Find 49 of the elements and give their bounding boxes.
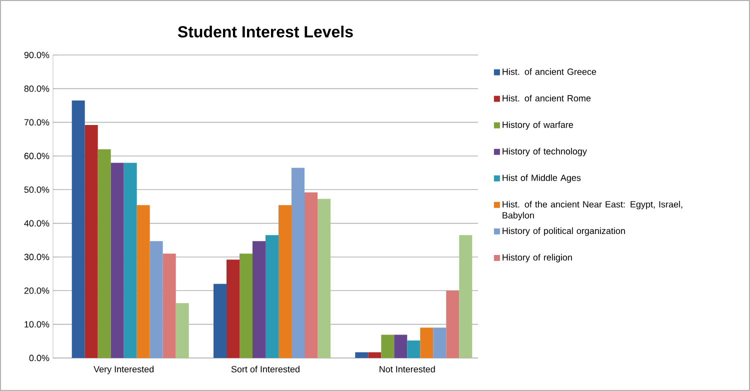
bar xyxy=(98,149,111,358)
bar xyxy=(381,334,394,358)
y-tick-label: 30.0% xyxy=(24,254,50,260)
bar xyxy=(136,205,150,358)
y-tick-label: 50.0% xyxy=(24,186,50,193)
y-tick-label: 40.0% xyxy=(24,220,50,227)
bar xyxy=(304,192,318,358)
y-tick-label: 0.0% xyxy=(29,354,50,362)
bar xyxy=(124,162,137,358)
bar xyxy=(459,235,472,358)
legend-label: Hist. of ancient Rome xyxy=(502,94,591,102)
y-tick-label: 80.0% xyxy=(24,85,50,92)
legend-label: History of warfare xyxy=(502,121,574,130)
bar xyxy=(368,352,382,358)
bar xyxy=(110,162,124,358)
bar xyxy=(84,125,98,358)
bar xyxy=(318,198,330,358)
bar xyxy=(214,284,227,358)
y-tick-label: 10.0% xyxy=(24,321,50,328)
bar xyxy=(278,205,292,358)
chart-title: Student Interest Levels xyxy=(178,26,353,38)
bar xyxy=(252,241,266,358)
legend-label: Hist of Middle Ages xyxy=(502,174,581,183)
bar xyxy=(394,334,408,358)
x-tick-label: Very Interested xyxy=(94,366,154,374)
legend-label: History of religion xyxy=(502,254,572,262)
bar xyxy=(292,168,305,358)
legend-label: Hist. of ancient Greece xyxy=(502,68,596,75)
bar xyxy=(355,352,368,358)
y-tick-label: 90.0% xyxy=(24,52,50,58)
bar xyxy=(407,340,420,358)
y-tick-label: 70.0% xyxy=(24,119,50,126)
x-tick-label: Sort of Interested xyxy=(231,366,300,372)
legend-label: History of technology xyxy=(502,148,587,156)
bar xyxy=(150,241,163,358)
bar xyxy=(446,290,460,358)
bar xyxy=(240,254,253,358)
y-tick-label: 20.0% xyxy=(24,287,50,294)
bar xyxy=(162,254,176,358)
bar xyxy=(420,328,434,358)
bar xyxy=(226,260,240,358)
y-tick-label: 60.0% xyxy=(24,152,50,160)
x-tick-label: Not Interested xyxy=(380,366,435,372)
bar xyxy=(176,303,189,358)
bar xyxy=(266,235,279,358)
bar xyxy=(72,100,85,358)
legend-label: Hist. of the ancient Near East: Egypt, Israel, Babylon xyxy=(502,200,682,220)
bar xyxy=(433,328,446,358)
legend-label: History of political organization xyxy=(502,227,625,236)
